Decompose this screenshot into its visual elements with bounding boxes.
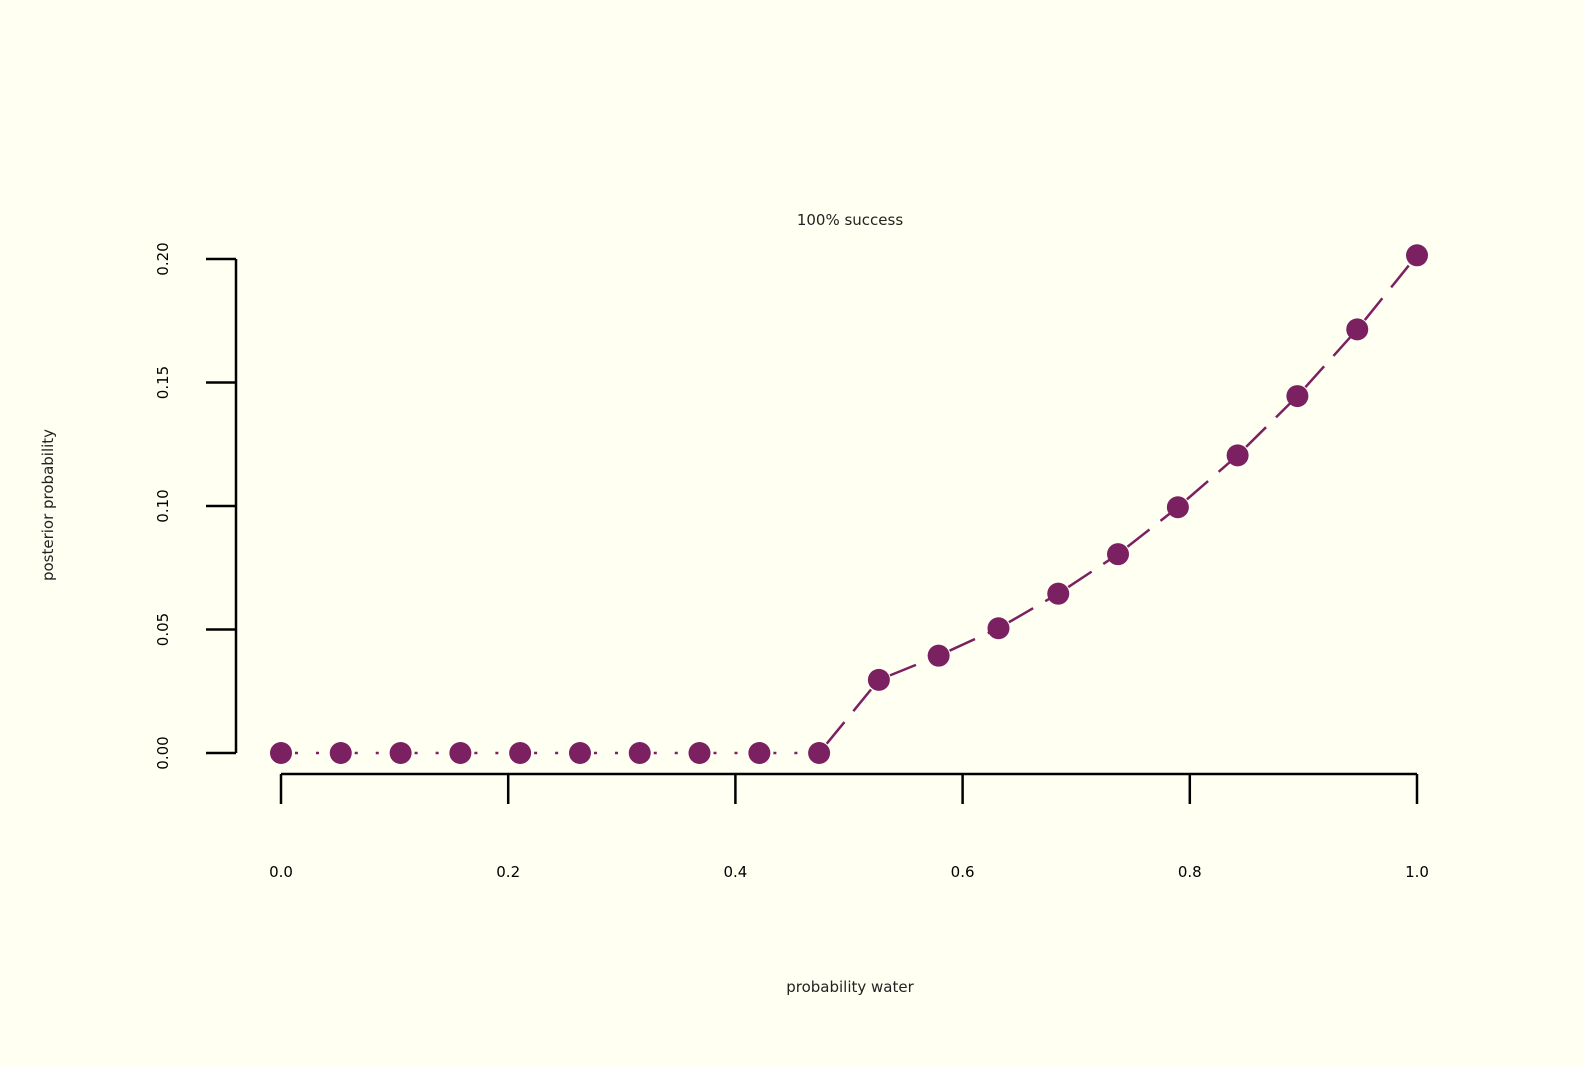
series-line-segment — [1356, 254, 1418, 331]
data-point — [568, 742, 591, 764]
data-point — [748, 742, 771, 764]
x-tick-label: 0.4 — [723, 863, 747, 881]
data-point — [270, 742, 292, 764]
series-line-segment — [1177, 454, 1239, 509]
x-tick-label: 0.8 — [1178, 863, 1202, 881]
y-axis-label: posterior probability — [39, 429, 57, 581]
chart-title: 100% success — [797, 211, 904, 229]
data-point — [1107, 543, 1130, 566]
y-tick-label: 0.15 — [154, 366, 172, 399]
data-point — [688, 742, 711, 764]
data-point — [329, 742, 352, 764]
series-line-segment — [1057, 553, 1119, 595]
x-tick-label: 0.0 — [269, 863, 293, 881]
series-line-segment — [878, 654, 940, 682]
data-point — [1406, 244, 1428, 267]
data-point — [1346, 318, 1369, 341]
data-point — [1286, 385, 1309, 408]
data-point — [449, 742, 472, 764]
data-point — [808, 742, 831, 764]
series-line-segment — [1236, 395, 1299, 457]
y-tick-label: 0.10 — [154, 489, 172, 522]
series-line-segment — [997, 592, 1059, 630]
series-line-segment — [1117, 506, 1179, 556]
data-point — [389, 742, 412, 764]
data-point — [628, 742, 651, 764]
data-point — [867, 668, 890, 691]
x-tick-label: 1.0 — [1405, 863, 1429, 881]
series-lines — [281, 254, 1418, 755]
data-point — [1166, 496, 1189, 519]
y-tick-label: 0.05 — [154, 613, 172, 646]
series-line-segment — [1296, 328, 1359, 397]
y-tick-label: 0.20 — [154, 242, 172, 275]
axes: 0.0 0.2 0.4 0.6 0.8 1.0 0.00 0.05 0.10 0.15 0.20 — [154, 242, 1429, 881]
data-point — [1226, 444, 1249, 467]
x-tick-label: 0.2 — [496, 863, 520, 881]
series-points — [270, 244, 1428, 764]
data-point — [509, 742, 532, 764]
x-tick-label: 0.6 — [951, 863, 975, 881]
data-point — [1047, 582, 1070, 605]
data-point — [927, 644, 950, 667]
x-axis-label: probability water — [786, 978, 914, 996]
y-tick-label: 0.00 — [154, 736, 172, 769]
data-point — [987, 617, 1010, 640]
series-line-segment — [818, 679, 880, 754]
